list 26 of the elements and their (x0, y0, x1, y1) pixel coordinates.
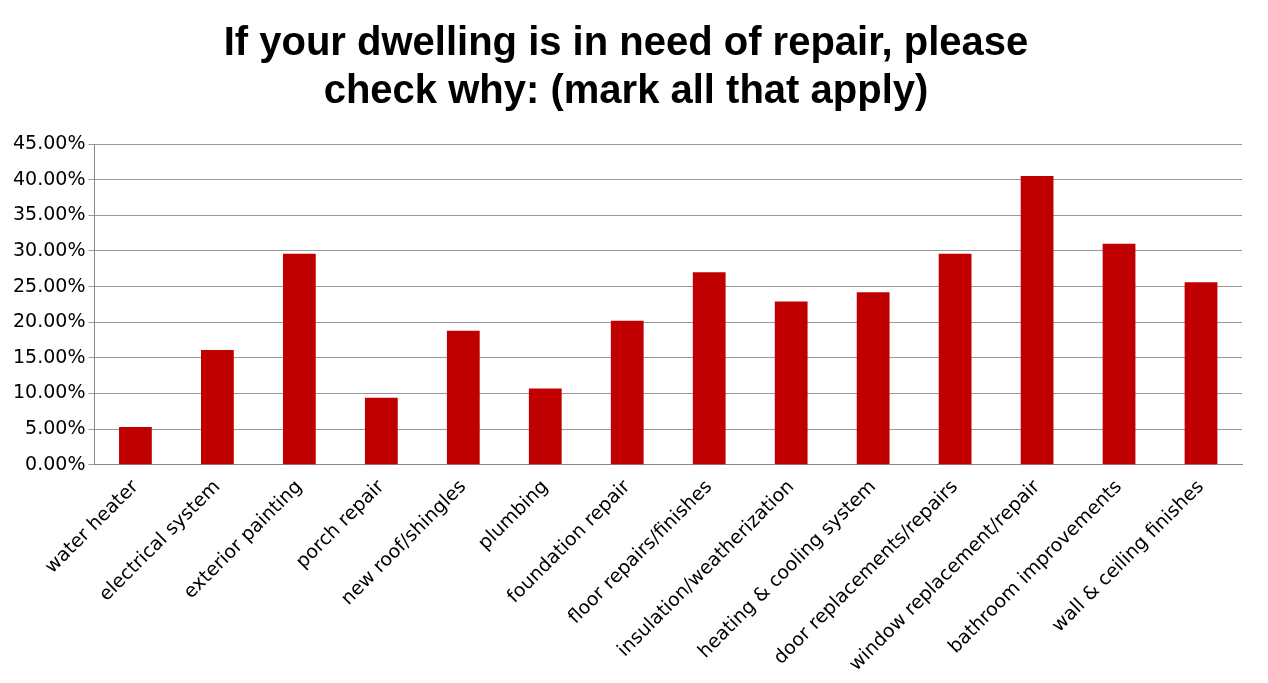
y-tick-label: 20.00% (12, 309, 86, 332)
bar (856, 292, 890, 465)
y-tick-label: 45.00% (12, 130, 86, 153)
bar (528, 388, 562, 465)
y-tick-label: 30.00% (12, 237, 86, 260)
y-tick-label: 40.00% (12, 166, 86, 189)
bar (282, 253, 316, 465)
y-tick-label: 10.00% (12, 380, 86, 403)
bar (1020, 176, 1054, 465)
bar (446, 330, 480, 465)
bar (1184, 282, 1218, 465)
bar (1102, 243, 1136, 465)
bar (119, 427, 152, 465)
bar (938, 253, 972, 465)
y-tick-label: 15.00% (12, 344, 86, 367)
text: If your dwelling is in need of repair, please (223, 19, 1029, 64)
bar (610, 320, 644, 465)
bar (692, 272, 726, 465)
bar (364, 397, 398, 465)
bar (201, 350, 234, 465)
y-tick-label: 25.00% (12, 273, 86, 296)
text: check why: (mark all that apply) (323, 67, 929, 112)
y-tick-label: 35.00% (12, 202, 86, 225)
y-tick-label: 5.00% (25, 416, 86, 439)
bar (774, 301, 808, 465)
y-tick-label: 0.00% (25, 451, 86, 474)
